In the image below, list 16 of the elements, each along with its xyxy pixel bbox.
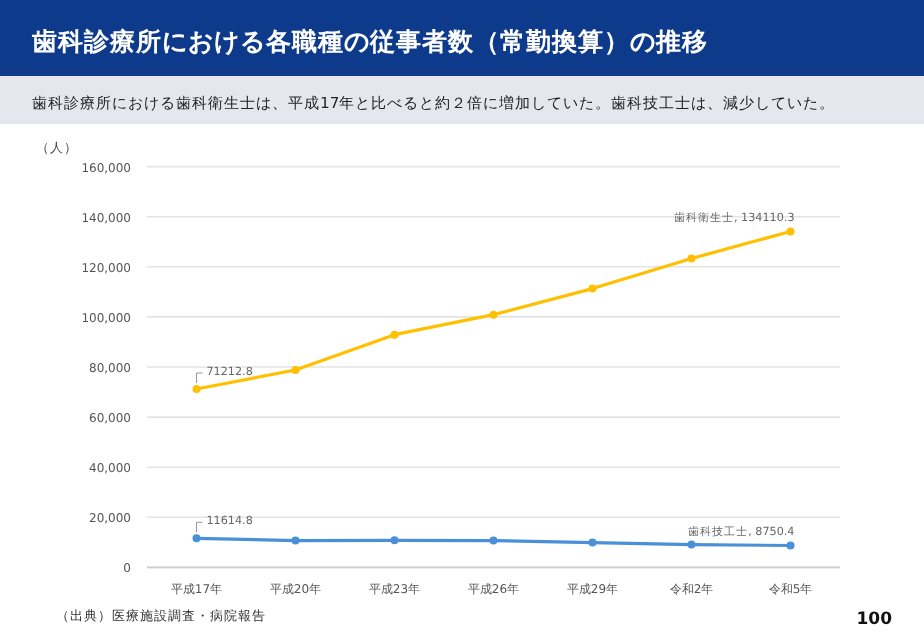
point [786,541,795,550]
point [489,310,498,319]
point [588,284,597,293]
point [291,366,300,375]
text: 100 [856,610,893,630]
point [291,536,300,545]
point [786,227,795,236]
point [687,254,696,263]
point [390,536,399,545]
chart-title: 歯科診療所における各職種の従事者数（常勤換算）の推移 [30,26,708,56]
point [192,534,201,543]
point [390,330,399,339]
point [489,536,498,545]
point [588,538,597,547]
point [687,540,696,549]
point [192,385,201,394]
